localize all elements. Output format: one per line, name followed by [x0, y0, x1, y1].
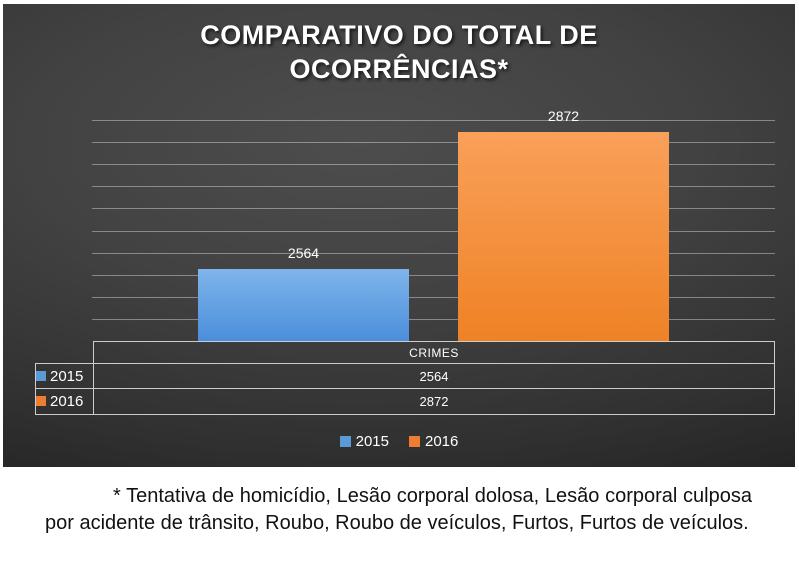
chart-legend: 2015 2016 — [3, 433, 795, 450]
bar-value-label-2015: 2564 — [287, 244, 320, 261]
data-table-row-header-2016: 2016 — [35, 388, 94, 415]
slide-chart-panel: COMPARATIVO DO TOTAL DE OCORRÊNCIAS* 256… — [3, 4, 795, 467]
gridline — [92, 230, 775, 232]
legend-item-2015: 2015 — [339, 433, 389, 450]
gridline — [92, 274, 775, 276]
data-table-header-row: CRIMES — [36, 341, 775, 364]
row-label-2016: 2016 — [50, 393, 84, 410]
table-row: 2016 2872 — [35, 388, 775, 415]
gridline — [92, 208, 775, 210]
legend-key-2015-icon — [36, 370, 46, 381]
footnote: * Tentativa de homicídio, Lesão corporal… — [45, 485, 752, 534]
legend-label-2015: 2015 — [355, 433, 389, 450]
chart-data-table: CRIMES 2015 2564 2016 2872 — [35, 341, 775, 415]
legend-swatch-2016-icon — [409, 436, 420, 447]
row-label-2015: 2015 — [50, 367, 84, 385]
gridline — [92, 318, 775, 320]
legend-label-2016: 2016 — [425, 433, 459, 450]
chart-title: COMPARATIVO DO TOTAL DE OCORRÊNCIAS* — [200, 20, 598, 84]
data-table-header-cell: CRIMES — [93, 341, 775, 364]
gridline — [92, 120, 775, 121]
gridline — [92, 296, 775, 298]
data-table-row-header-2015: 2015 — [35, 363, 94, 389]
legend-key-2016-icon — [36, 396, 46, 406]
bar-value-label-2016: 2872 — [547, 108, 580, 125]
bar-2016 — [458, 132, 669, 341]
gridline — [92, 164, 775, 166]
table-row: 2015 2564 — [35, 363, 775, 389]
gridline — [92, 186, 775, 188]
gridline — [92, 142, 775, 144]
bar-2015 — [198, 268, 409, 341]
data-cell-2016: 2872 — [93, 388, 775, 415]
data-table-corner-cell — [36, 342, 94, 364]
plot-area: 2564 2872 — [92, 108, 775, 341]
legend-item-2016: 2016 — [409, 433, 458, 450]
data-cell-2015: 2564 — [93, 363, 775, 389]
gridline — [92, 252, 775, 254]
legend-swatch-2015-icon — [339, 436, 351, 447]
